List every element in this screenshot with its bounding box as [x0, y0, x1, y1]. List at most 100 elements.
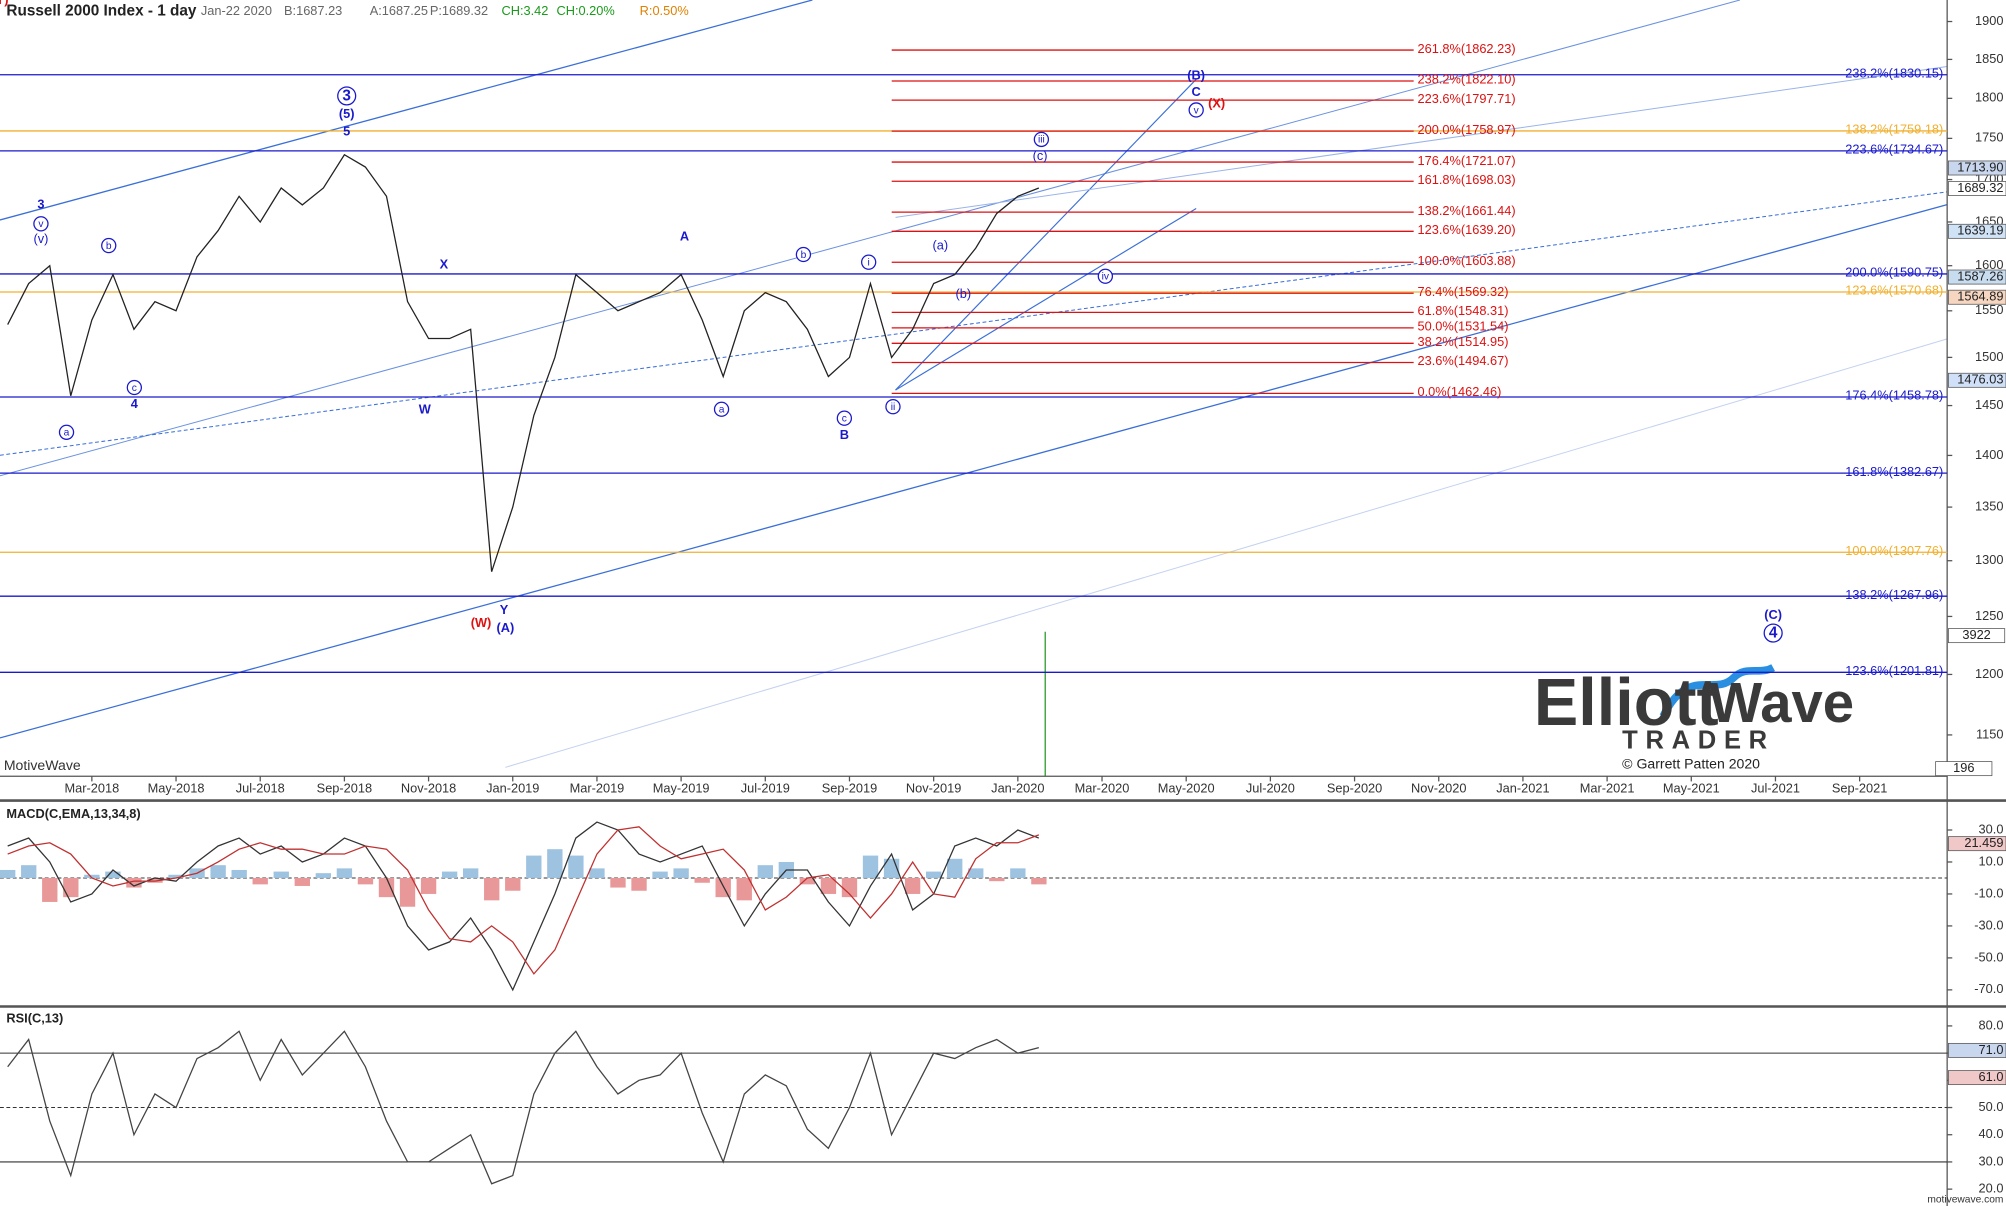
price-marker-box	[1948, 289, 2006, 305]
histogram-bar	[315, 873, 332, 878]
price-marker-label: 61.0	[1979, 1069, 2004, 1084]
histogram-bar	[63, 877, 79, 898]
histogram-bar	[336, 868, 353, 878]
volume-label: 196	[1953, 760, 1974, 775]
fib-label: 161.8%(1698.03)	[1418, 172, 1516, 187]
histogram-bar	[126, 877, 142, 888]
histogram-bar	[526, 855, 542, 878]
wave-label: (5)	[339, 106, 355, 121]
wave-label: a	[64, 428, 70, 439]
header-info: Jan-22 2020	[201, 3, 272, 18]
histogram-bar	[631, 877, 647, 891]
price-marker-box	[1948, 223, 2006, 239]
histogram-bar	[589, 868, 605, 878]
y-tick-label: 1300	[1975, 552, 2003, 567]
wave-label: c	[842, 414, 847, 425]
fib-label: 161.8%(1382.67)	[1845, 464, 1943, 479]
logo-word: Wave	[1709, 671, 1854, 734]
chart-title: Russell 2000 Index - 1 day	[6, 3, 197, 20]
histogram-bar	[378, 877, 395, 898]
histogram-bar	[989, 877, 1005, 882]
histogram-bar	[231, 869, 247, 878]
y-tick-label: 1200	[1975, 666, 2003, 681]
trend-line	[0, 204, 1948, 739]
fib-label: 38.2%(1514.95)	[1418, 334, 1509, 349]
histogram-bar	[736, 877, 752, 901]
fib-label: 50.0%(1531.54)	[1418, 319, 1509, 334]
y-tick-label: 1250	[1975, 608, 2003, 623]
y-tick-label: 30.0	[1979, 821, 2004, 836]
panel-title: MACD(C,EMA,13,34,8)	[6, 806, 140, 821]
histogram-bar	[210, 865, 226, 878]
wave-circle	[126, 379, 143, 396]
y-tick-label: 50.0	[1979, 1099, 2004, 1114]
series-line	[7, 153, 1040, 572]
histogram-bar	[168, 874, 184, 878]
wave-label: c	[132, 383, 137, 394]
histogram-bar	[0, 869, 16, 878]
wave-label: 4	[131, 396, 139, 411]
logo-word: TRADER	[1622, 727, 1775, 755]
wave-label: (W)	[471, 615, 492, 630]
histogram-bar	[673, 868, 689, 878]
price-marker-label: 1639.19	[1957, 223, 2003, 238]
price-marker-box	[1948, 1070, 2006, 1086]
fib-label: 238.2%(1830.15)	[1845, 65, 1943, 80]
histogram-bar	[147, 877, 163, 883]
series-line	[7, 1030, 1039, 1185]
price-marker-box	[1948, 836, 2006, 852]
x-tick-label: May-2018	[148, 780, 205, 795]
histogram-bar	[547, 849, 563, 878]
histogram-bar	[568, 855, 584, 878]
histogram-bar	[105, 871, 121, 878]
series-line	[7, 826, 1040, 975]
y-tick-label: 1800	[1975, 90, 2003, 105]
wave-label: v	[1194, 105, 1200, 116]
histogram-bar	[694, 877, 710, 883]
histogram-bar	[610, 877, 626, 888]
wave-label: 3	[37, 197, 44, 212]
logo-swoosh	[1659, 664, 1775, 718]
histogram-bar	[273, 871, 289, 878]
wave-circle	[1188, 102, 1204, 118]
y-tick-label: 1550	[1975, 302, 2003, 317]
price-marker-label: 1476.03	[1957, 372, 2003, 387]
x-tick-label: Jul-2019	[741, 780, 790, 795]
histogram-bar	[904, 877, 921, 894]
histogram-bar	[420, 877, 437, 894]
y-tick-label: 20.0	[1979, 1181, 2004, 1196]
fib-label: 123.6%(1201.81)	[1845, 663, 1943, 678]
wave-label: (v)	[33, 231, 48, 246]
wave-circle	[1033, 131, 1050, 148]
header-info: CH:3.42	[501, 3, 548, 18]
x-tick-label: Mar-2021	[1580, 780, 1635, 795]
x-tick-label: Nov-2020	[1411, 780, 1466, 795]
fib-label: 61.8%(1548.31)	[1418, 303, 1509, 318]
header-info: A:1687.25	[370, 3, 428, 18]
histogram-bar	[799, 877, 816, 885]
x-tick-label: Jul-2021	[1751, 780, 1800, 795]
histogram-bar	[841, 877, 858, 898]
wave-circle	[101, 237, 117, 254]
wave-circle	[795, 246, 812, 263]
fib-label: 200.0%(1758.97)	[1418, 122, 1516, 137]
wave-label: iii	[1038, 135, 1045, 146]
y-tick-label: -50.0	[1974, 949, 2003, 964]
wave-label: (A)	[496, 620, 514, 635]
y-tick-label: 40.0	[1979, 1126, 2004, 1141]
histogram-bar	[252, 877, 268, 885]
trend-line	[0, 191, 1948, 456]
wave-circle	[1097, 268, 1114, 284]
wave-label: v	[38, 219, 44, 230]
wave-label: (a)	[932, 238, 948, 253]
y-tick-label: 30.0	[1979, 1153, 2004, 1168]
wave-label: C	[1192, 84, 1201, 99]
histogram-bar	[441, 871, 458, 878]
wave-label: 4	[1769, 625, 1778, 642]
x-tick-label: Sep-2018	[317, 780, 372, 795]
price-marker-box	[1948, 181, 2006, 196]
wave-label: B	[840, 427, 849, 442]
fib-label: 138.2%(1267.96)	[1845, 587, 1943, 602]
wave-label: W	[419, 401, 432, 416]
